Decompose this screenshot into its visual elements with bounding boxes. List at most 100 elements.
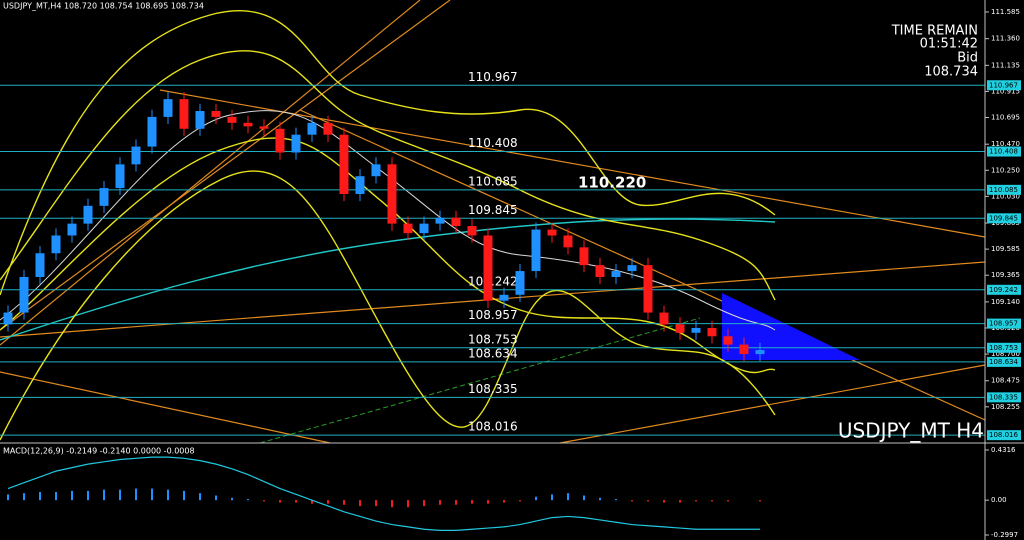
candle-body [707, 327, 717, 337]
candle-body [451, 217, 461, 227]
candle-body [611, 271, 621, 277]
level-label: 108.957 [468, 308, 518, 322]
level-tag [987, 342, 1021, 353]
candle-body [515, 271, 525, 295]
candle-body [435, 217, 445, 224]
level-tag [987, 318, 1021, 329]
candle-body [643, 265, 653, 313]
candle-body [323, 122, 333, 135]
candle-body [115, 164, 125, 189]
candle-body [3, 312, 13, 325]
level-tag-label: 108.335 [989, 393, 1018, 401]
y-tick-label: 109.140 [991, 298, 1020, 306]
trend-line [299, 109, 986, 421]
level-tag [987, 284, 1021, 295]
level-label: 108.753 [468, 332, 518, 346]
candle-body [275, 128, 285, 153]
candle-body [35, 253, 45, 277]
bollinger-band [0, 9, 776, 296]
candle-body [675, 324, 685, 333]
level-tag [987, 356, 1021, 367]
candle-body [531, 229, 541, 272]
macd-panel: 0.4316 0.00 -0.2997 [7, 446, 1018, 539]
level-label: 109.242 [468, 274, 518, 288]
level-tag-label: 108.016 [989, 431, 1018, 439]
candle-body [83, 205, 93, 224]
trend-line [0, 0, 451, 331]
candle-body [483, 235, 493, 301]
candle-body [467, 226, 477, 236]
y-tick-label: 110.030 [991, 192, 1020, 200]
candle-body [627, 265, 637, 272]
candle-body [243, 122, 253, 127]
triangle-object [722, 293, 860, 360]
y-tick-label: 111.135 [991, 61, 1020, 69]
y-tick-label: 108.475 [991, 377, 1020, 385]
candle-body [51, 235, 61, 254]
candle-body [99, 188, 109, 206]
macd-line [7, 456, 760, 531]
bollinger-band [0, 137, 776, 374]
level-label: 109.845 [468, 203, 518, 217]
y-tick-label: 108.255 [991, 403, 1020, 411]
bid-label: Bid [957, 51, 978, 66]
level-label: 108.634 [468, 346, 518, 360]
level-tag [987, 184, 1021, 195]
candle-body [211, 110, 221, 117]
candle-body [291, 134, 301, 153]
trend-line [159, 89, 986, 238]
symbol-label: USDJPY_MT H4 [838, 419, 984, 443]
price-axis: 111.585 111.360 111.135 110.915 110.695 110.4… [985, 8, 1021, 441]
y-tick-label: 110.250 [991, 166, 1020, 174]
level-tag-label: 110.408 [989, 148, 1018, 156]
candle-body [387, 164, 397, 224]
trend-line [259, 317, 701, 444]
level-label: 110.085 [468, 174, 518, 188]
moving-average [0, 110, 776, 331]
level-tag-label: 109.242 [989, 286, 1018, 294]
macd-tick-label: 0.00 [991, 496, 1007, 504]
candle-body [403, 223, 413, 234]
level-label: 110.967 [468, 70, 518, 84]
candle-body [691, 327, 701, 333]
level-label: 108.335 [468, 382, 518, 396]
chart-title: USDJPY_MT,H4 108.720 108.754 108.695 108… [3, 2, 204, 11]
candle-body [659, 312, 669, 325]
drawings [0, 0, 986, 444]
candle-body [563, 235, 573, 248]
bid-value: 108.734 [924, 65, 978, 80]
level-label: 110.408 [468, 136, 518, 150]
level-tag-label: 108.753 [989, 344, 1018, 352]
time-remain: 01:51:42 [920, 37, 978, 52]
candle-body [259, 126, 269, 129]
candle-body [179, 99, 189, 129]
level-tag [987, 213, 1021, 224]
candle-body [67, 223, 77, 236]
trend-line [0, 0, 421, 346]
candle-body [739, 344, 749, 355]
y-tick-label: 108.700 [991, 350, 1020, 358]
candle-body [595, 265, 605, 277]
moving-average [0, 218, 776, 341]
level-tag-label: 108.634 [989, 358, 1018, 366]
macd-tick-label: 0.4316 [991, 446, 1016, 454]
levels: 110.967 110.408 110.085 109.845 109.242 108.9… [0, 70, 985, 436]
candle-body [755, 350, 765, 355]
y-tick-label: 110.915 [991, 87, 1020, 95]
candle-body [371, 164, 381, 177]
y-tick-label: 110.695 [991, 114, 1020, 122]
candle-body [723, 336, 733, 345]
y-tick-label: 109.365 [991, 271, 1020, 279]
macd-tick-label: -0.2997 [991, 531, 1018, 539]
time-remain-label: TIME REMAIN [891, 24, 978, 39]
trend-line [559, 364, 986, 444]
level-tag [987, 392, 1021, 403]
candle-body [163, 99, 173, 117]
candle-body [195, 110, 205, 129]
level-tag-label: 110.967 [989, 81, 1018, 89]
level-tag [987, 80, 1021, 91]
candle-body [147, 116, 157, 147]
candle-body [355, 176, 365, 194]
macd-title: MACD(12,26,9) -0.2149 -0.2140 0.0000 -0.… [3, 447, 195, 456]
